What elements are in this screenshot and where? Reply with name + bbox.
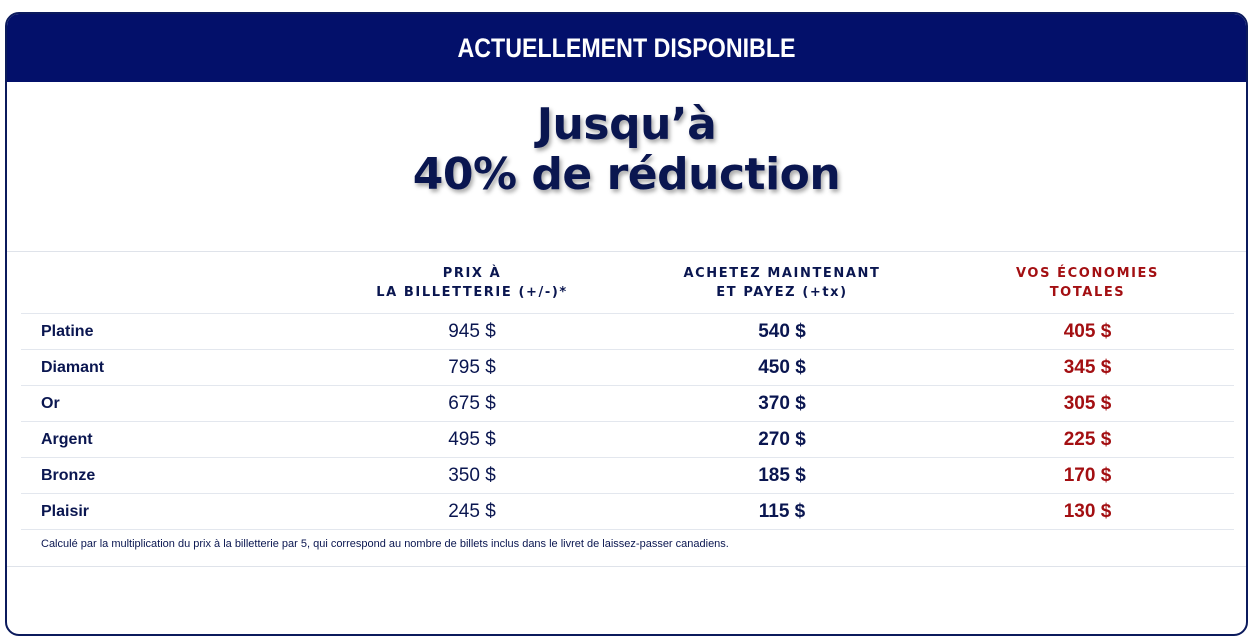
savings-amount: 225 $	[941, 421, 1234, 458]
tier-name: Diamant	[21, 349, 321, 386]
buy-now-price: 115 $	[623, 493, 941, 530]
table-row: Plaisir 245 $ 115 $ 130 $	[21, 493, 1234, 530]
hero-line-1: Jusqu’à	[536, 99, 717, 150]
pricing-card: ACTUELLEMENT DISPONIBLE Jusqu’à 40% de r…	[5, 12, 1248, 636]
buy-now-price: 270 $	[623, 421, 941, 458]
header-tier	[21, 252, 321, 314]
buy-now-price: 185 $	[623, 457, 941, 494]
box-office-price: 350 $	[321, 457, 623, 494]
buy-now-price: 540 $	[623, 313, 941, 350]
box-office-price: 245 $	[321, 493, 623, 530]
header-savings-line1: VOS ÉCONOMIES	[1016, 265, 1159, 281]
header-banner: ACTUELLEMENT DISPONIBLE	[7, 14, 1246, 82]
hero-section: Jusqu’à 40% de réduction	[7, 82, 1246, 252]
tier-name: Plaisir	[21, 493, 321, 530]
box-office-price: 495 $	[321, 421, 623, 458]
hero-line-2: 40% de réduction	[412, 149, 841, 200]
footnote-divider	[7, 566, 1246, 567]
table-row: Platine 945 $ 540 $ 405 $	[21, 313, 1234, 350]
savings-amount: 130 $	[941, 493, 1234, 530]
savings-amount: 305 $	[941, 385, 1234, 422]
table-row: Bronze 350 $ 185 $ 170 $	[21, 457, 1234, 494]
header-buy-now-line2: ET PAYEZ (+tx)	[716, 284, 848, 300]
tier-name: Or	[21, 385, 321, 422]
tier-name: Argent	[21, 421, 321, 458]
footnote: Calculé par la multiplication du prix à …	[41, 538, 729, 550]
header-box-office-line2: LA BILLETTERIE (+/-)*	[376, 284, 568, 300]
box-office-price: 795 $	[321, 349, 623, 386]
table-row: Argent 495 $ 270 $ 225 $	[21, 421, 1234, 458]
buy-now-price: 450 $	[623, 349, 941, 386]
header-savings: VOS ÉCONOMIES TOTALES	[941, 252, 1234, 314]
header-title: ACTUELLEMENT DISPONIBLE	[457, 32, 796, 63]
header-savings-line2: TOTALES	[1049, 284, 1126, 300]
header-box-office-line1: PRIX À	[442, 265, 502, 281]
buy-now-price: 370 $	[623, 385, 941, 422]
table-row: Or 675 $ 370 $ 305 $	[21, 385, 1234, 422]
pricing-table: PRIX À LA BILLETTERIE (+/-)* ACHETEZ MAI…	[21, 252, 1234, 530]
header-box-office: PRIX À LA BILLETTERIE (+/-)*	[321, 252, 623, 314]
box-office-price: 675 $	[321, 385, 623, 422]
table-row: Diamant 795 $ 450 $ 345 $	[21, 349, 1234, 386]
savings-amount: 405 $	[941, 313, 1234, 350]
savings-amount: 345 $	[941, 349, 1234, 386]
box-office-price: 945 $	[321, 313, 623, 350]
table-header-row: PRIX À LA BILLETTERIE (+/-)* ACHETEZ MAI…	[21, 252, 1234, 314]
header-buy-now-line1: ACHETEZ MAINTENANT	[683, 265, 881, 281]
savings-amount: 170 $	[941, 457, 1234, 494]
tier-name: Platine	[21, 313, 321, 350]
tier-name: Bronze	[21, 457, 321, 494]
header-buy-now: ACHETEZ MAINTENANT ET PAYEZ (+tx)	[623, 252, 941, 314]
